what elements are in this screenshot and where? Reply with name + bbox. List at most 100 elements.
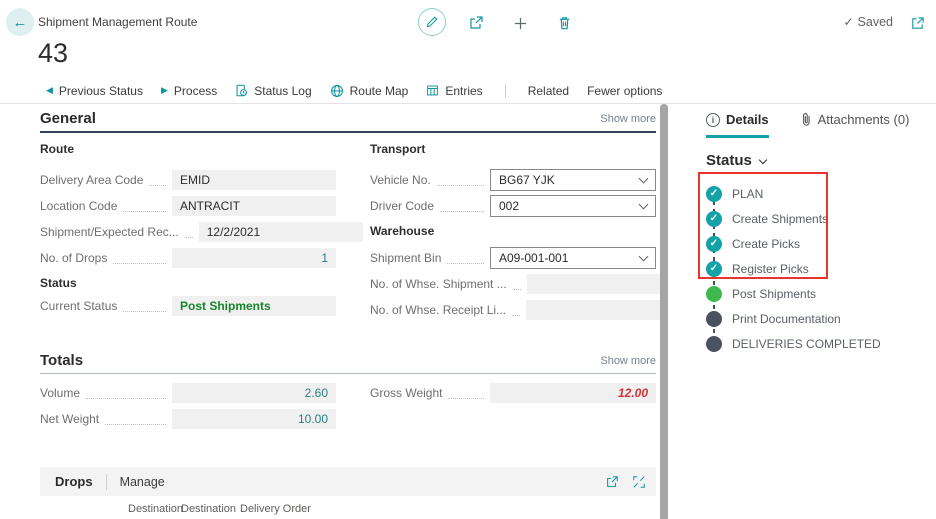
transport-group-label: Transport [370,142,426,156]
general-show-more-link[interactable]: Show more [600,113,656,125]
back-button[interactable]: ← [6,8,34,36]
dotted-leader [86,387,166,399]
field-label: Driver Code [370,199,435,213]
status-log-button[interactable]: Status Log [235,84,312,98]
column-header[interactable]: Destination [181,503,237,515]
location-code-field: ANTRACIT [172,196,336,216]
chevron-down-icon [638,173,649,184]
pending-step-circle-icon [706,310,722,327]
field-row: Vehicle No. BG67 YJK [370,169,656,191]
general-section-title[interactable]: General [40,110,96,127]
action-bar: ◀ Previous Status ▶ Process Status Log R… [0,78,936,104]
check-circle-icon: ✓ [706,260,722,277]
totals-section-title[interactable]: Totals [40,352,84,369]
dotted-leader [123,300,166,312]
drops-share-button[interactable] [603,473,621,491]
drops-column-headers: Destination Destination Delivery Order [40,496,656,519]
timeline-step-post-shipments[interactable]: Post Shipments [706,281,881,306]
check-circle-icon: ✓ [706,235,722,252]
general-section-header: General Show more [40,110,656,133]
pencil-icon [425,15,439,29]
drops-focus-button[interactable] [630,473,648,491]
factbox-splitter-handle[interactable] [660,104,668,519]
dotted-leader [447,252,484,264]
timeline-step-create-shipments[interactable]: ✓ Create Shipments [706,206,881,231]
no-of-drops-field[interactable]: 1 [172,248,336,268]
timeline-step-create-picks[interactable]: ✓ Create Picks [706,231,881,256]
globe-icon [330,84,344,98]
triangle-right-icon: ▶ [160,85,168,95]
shipment-expected-date-field: 12/2/2021 [198,222,363,242]
field-label: Net Weight [40,412,100,426]
tab-details[interactable]: i Details [706,112,769,138]
entries-button[interactable]: Entries [426,84,483,98]
field-row: No. of Whse. Receipt Li... 0 [370,300,693,320]
top-header: ← Shipment Management Route ✓ Saved 43 [0,0,936,68]
check-icon: ✓ [843,15,854,29]
share-button[interactable] [467,14,485,32]
delivery-area-code-field: EMID [172,170,336,190]
field-label: Volume [40,386,81,400]
timeline-step-register-picks[interactable]: ✓ Register Picks [706,256,881,281]
paperclip-icon [801,112,812,127]
plus-icon [513,16,528,31]
expand-icon [632,475,646,489]
share-icon [468,15,484,31]
dotted-leader [512,304,521,316]
route-group-label: Route [40,142,74,156]
page-caption: Shipment Management Route [38,15,198,29]
dotted-leader [512,278,521,290]
field-label: No. of Whse. Receipt Li... [370,303,507,317]
delete-button[interactable] [555,14,573,32]
timeline-step-plan[interactable]: ✓ PLAN [706,181,881,206]
status-group-label: Status [40,276,77,290]
trash-icon [557,15,572,31]
field-label: Delivery Area Code [40,173,144,187]
column-header[interactable]: Destination [128,503,184,515]
route-map-button[interactable]: Route Map [330,84,408,98]
edit-button[interactable] [418,8,446,36]
save-status: ✓ Saved [843,15,893,29]
field-row: Shipment/Expected Rec... 12/2/2021 [40,222,363,242]
driver-code-dropdown[interactable]: 002 [490,195,656,217]
chevron-down-icon [758,155,768,164]
vehicle-no-dropdown[interactable]: BG67 YJK [490,169,656,191]
tab-attachments[interactable]: Attachments (0) [801,112,909,135]
column-header[interactable]: Delivery Order [240,503,311,515]
field-label: Shipment Bin [370,251,442,265]
saved-label: Saved [857,15,893,29]
timeline-step-print-documentation[interactable]: Print Documentation [706,306,881,331]
field-label: Current Status [40,299,118,313]
pending-step-circle-icon [706,335,722,352]
field-row: No. of Drops 1 [40,248,336,268]
dotted-leader [113,252,166,264]
field-row: No. of Whse. Shipment ... 1 [370,274,693,294]
related-menu[interactable]: Related [527,83,570,98]
field-row: Driver Code 002 [370,195,656,217]
shipment-bin-dropdown[interactable]: A09-001-001 [490,247,656,269]
totals-left-column: Volume 2.60 Net Weight 10.00 [40,383,336,435]
current-step-circle-icon [706,285,722,302]
net-weight-field[interactable]: 10.00 [172,409,336,429]
totals-right-column: Gross Weight 12.00 [370,383,656,409]
field-label: Vehicle No. [370,173,431,187]
popout-button[interactable] [908,14,926,32]
process-button[interactable]: ▶ Process [160,83,218,98]
check-icon: ✓ [709,238,719,249]
timeline-step-deliveries-completed[interactable]: DELIVERIES COMPLETED [706,331,881,356]
warehouse-group-label: Warehouse [370,224,435,238]
drops-divider [105,473,107,490]
field-label: Location Code [40,199,118,213]
document-clock-icon [235,84,248,97]
field-label: No. of Whse. Shipment ... [370,277,507,291]
drops-title: Drops [55,474,93,489]
totals-show-more-link[interactable]: Show more [600,355,656,367]
status-collapse-header[interactable]: Status [706,152,936,169]
volume-field[interactable]: 2.60 [172,383,336,403]
fewer-options-button[interactable]: Fewer options [587,83,663,98]
open-window-icon [910,16,925,31]
check-icon: ✓ [709,213,719,224]
drops-manage-menu[interactable]: Manage [119,474,165,489]
new-button[interactable] [511,14,529,32]
previous-status-button[interactable]: ◀ Previous Status [46,83,143,98]
